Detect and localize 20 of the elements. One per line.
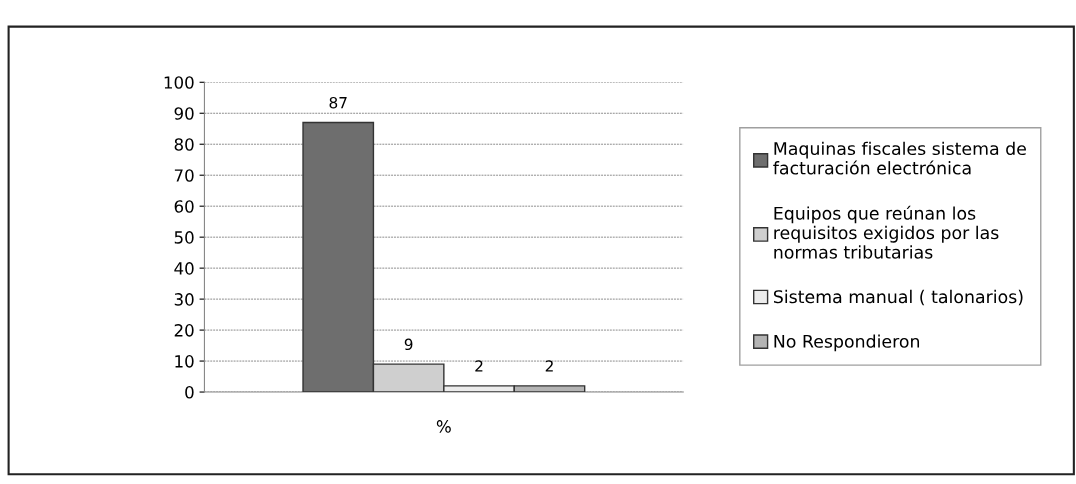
y-tick-label: 30 — [174, 293, 194, 306]
data-label: 9 — [404, 338, 413, 351]
x-tick-label: % — [436, 420, 451, 433]
legend-label: Equipos que reúnan los requisitos exigidos por las normas tributarias — [774, 205, 999, 259]
y-tick-label: 20 — [174, 324, 194, 337]
y-tick-label: 50 — [174, 231, 194, 244]
data-label: 2 — [545, 360, 553, 372]
y-tick-label: 70 — [174, 169, 194, 182]
data-label: 87 — [329, 96, 347, 109]
legend-label: Maquinas fiscales sistema de facturación electrónica — [773, 141, 1026, 175]
legend-label: No Respondieron — [774, 334, 920, 352]
data-label: 2 — [475, 360, 483, 372]
y-tick-label: 90 — [174, 107, 194, 120]
y-tick-label: 100 — [164, 76, 194, 89]
y-tick-label: 10 — [175, 355, 194, 368]
y-tick-label: 0 — [185, 386, 194, 399]
y-tick-label: 80 — [174, 138, 194, 151]
legend-label: Sistema manual ( talonarios) — [773, 289, 1023, 306]
y-tick-label: 60 — [174, 200, 194, 213]
y-tick-label: 40 — [174, 262, 194, 275]
